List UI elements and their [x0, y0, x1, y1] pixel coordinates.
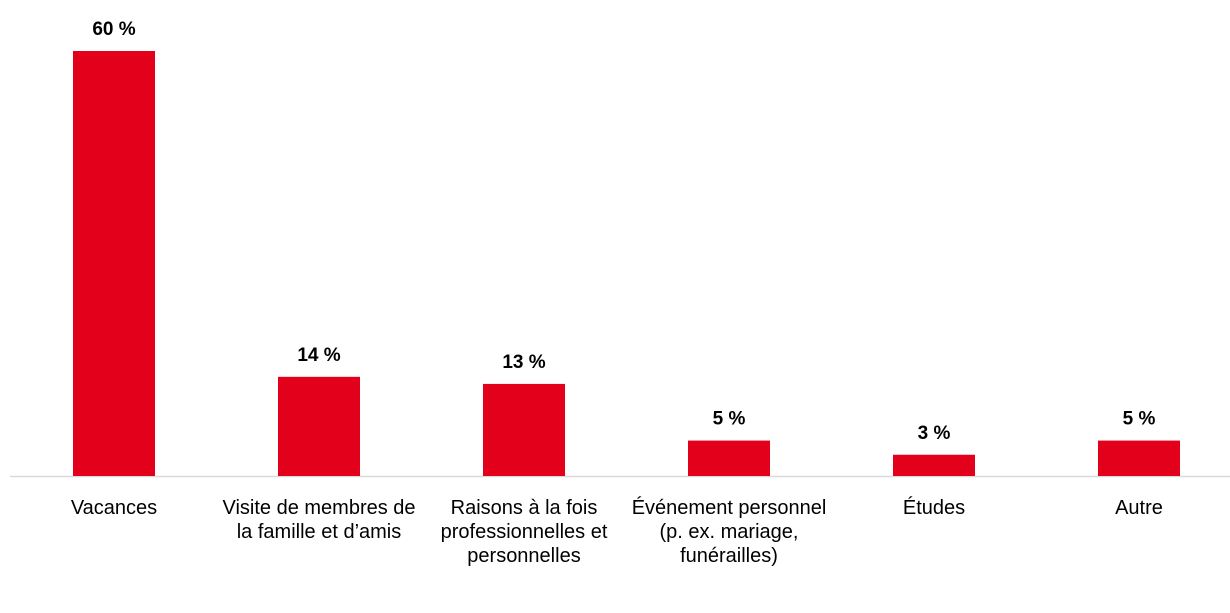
x-tick-label: Raisons à la fois professionnelles et pe… [440, 497, 608, 567]
bar [278, 376, 360, 476]
bar [688, 440, 770, 476]
bar [1098, 440, 1180, 476]
data-label: 14 % [297, 345, 340, 366]
data-label: 5 % [713, 409, 746, 430]
x-tick-label: Études [902, 497, 966, 519]
bar [73, 51, 155, 476]
bar [483, 383, 565, 476]
x-tick-label: Visite de membres de la famille et d’ami… [222, 497, 416, 543]
data-label: 60 % [92, 19, 135, 40]
x-tick-label: Vacances [70, 497, 158, 519]
x-tick-label: Autre [1115, 497, 1163, 519]
data-label: 3 % [918, 423, 951, 444]
data-label: 5 % [1123, 409, 1156, 430]
bar [893, 454, 975, 476]
x-tick-label: Événement personnel (p. ex. mariage, fun… [631, 497, 827, 567]
data-label: 13 % [502, 352, 545, 373]
